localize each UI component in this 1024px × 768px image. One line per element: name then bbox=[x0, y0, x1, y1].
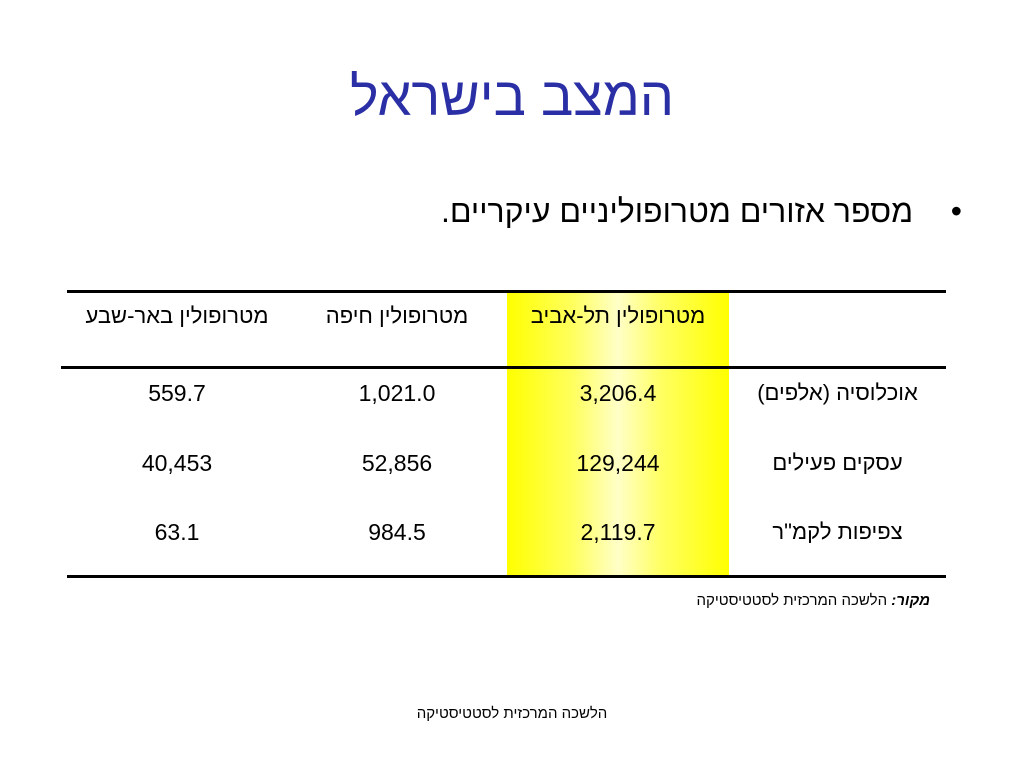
bullet-text: מספר אזורים מטרופוליניים עיקריים. bbox=[440, 193, 914, 229]
header-beer-sheva: מטרופולין באר-שבע bbox=[85, 303, 269, 328]
header-haifa: מטרופולין חיפה bbox=[325, 303, 469, 328]
slide-title: המצב בישראל bbox=[349, 67, 675, 127]
cell-beer-sheva: 559.7 bbox=[148, 380, 206, 406]
cell-tel-aviv: 3,206.4 bbox=[579, 380, 657, 406]
tel-aviv-column-highlight bbox=[507, 293, 729, 576]
bullet-symbol: • bbox=[950, 193, 962, 229]
row-label: צפיפות לקמ"ר bbox=[772, 519, 903, 544]
source-label: מקור: bbox=[891, 592, 930, 609]
source-text: הלשכה המרכזית לסטטיסטיקה bbox=[696, 592, 888, 609]
row-label: עסקים פעילים bbox=[772, 450, 903, 475]
row-label: אוכלוסיה (אלפים) bbox=[757, 380, 918, 405]
table-top-rule bbox=[67, 290, 946, 293]
header-tel-aviv: מטרופולין תל-אביב bbox=[530, 303, 706, 328]
cell-beer-sheva: 63.1 bbox=[154, 519, 200, 545]
table-header-rule bbox=[61, 366, 946, 369]
bullet-item: • מספר אזורים מטרופוליניים עיקריים. bbox=[162, 190, 962, 232]
slide-footer: הלשכה המרכזית לסטטיסטיקה bbox=[416, 705, 608, 722]
cell-haifa: 984.5 bbox=[368, 519, 426, 545]
table-bottom-rule bbox=[67, 575, 946, 578]
cell-haifa: 52,856 bbox=[361, 450, 433, 476]
cell-haifa: 1,021.0 bbox=[358, 380, 436, 406]
cell-tel-aviv: 129,244 bbox=[576, 450, 660, 476]
source-note: מקור: הלשכה המרכזית לסטטיסטיקה bbox=[697, 592, 930, 609]
cell-beer-sheva: 40,453 bbox=[141, 450, 213, 476]
cell-tel-aviv: 2,119.7 bbox=[580, 519, 656, 545]
